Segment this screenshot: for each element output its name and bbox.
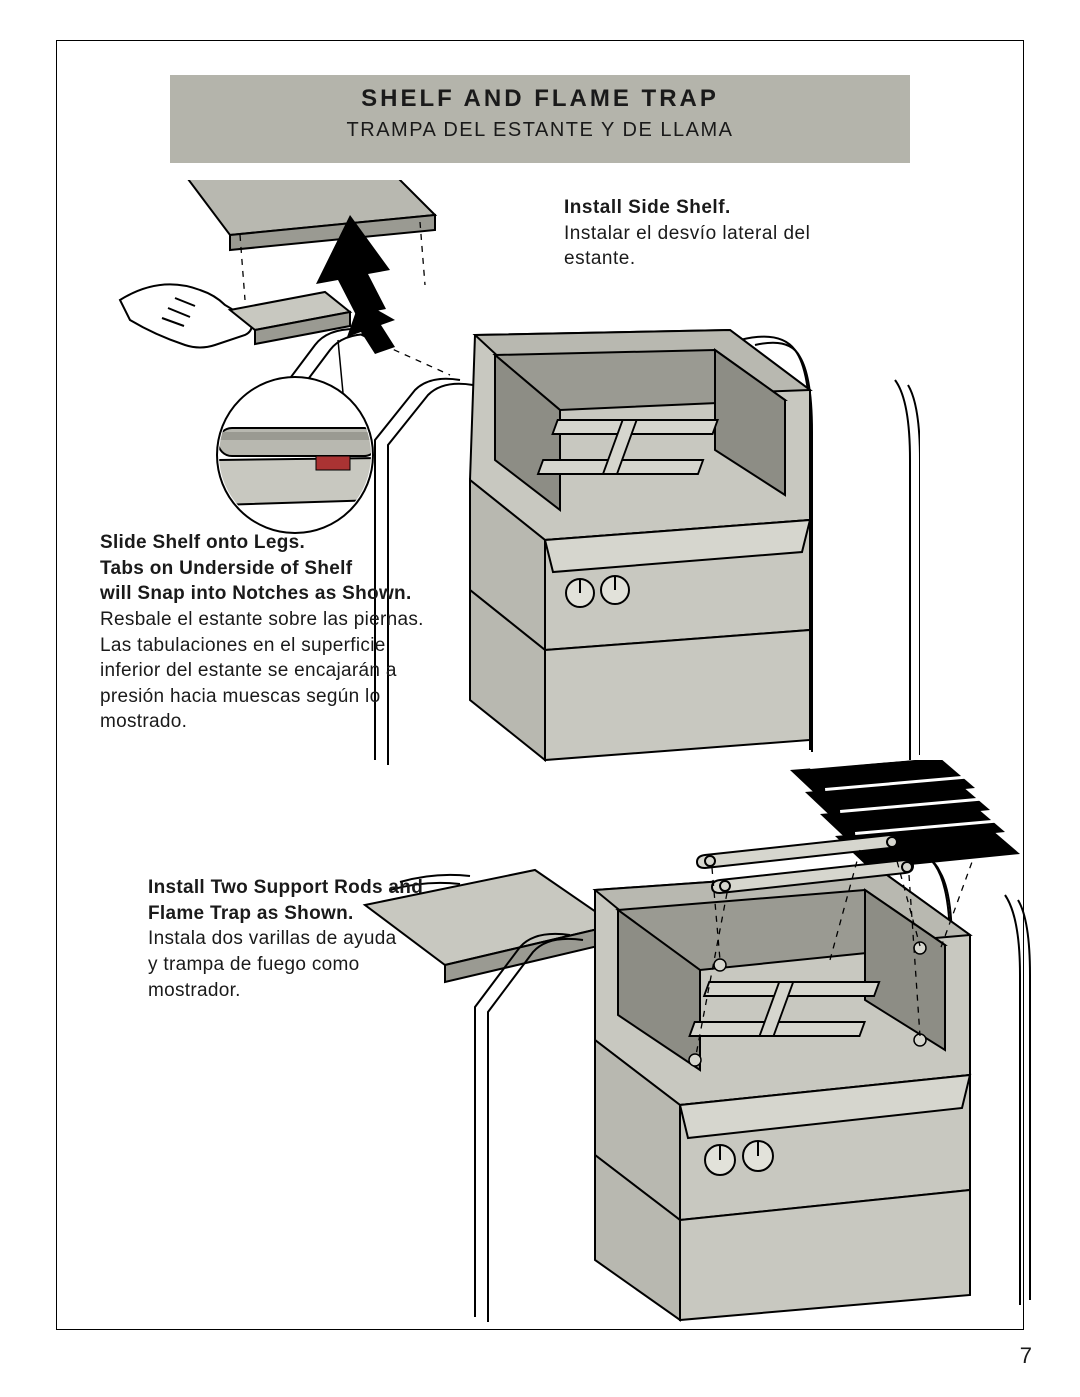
page: Shelf and Flame Trap Trampa del estante … <box>0 0 1080 1397</box>
page-number: 7 <box>1020 1343 1032 1369</box>
step2-es-4: presión hacia muescas según lo <box>100 684 450 710</box>
page-title-en: Shelf and Flame Trap <box>170 85 910 113</box>
step-install-side-shelf: Install Side Shelf. Instalar el desvío l… <box>564 195 864 272</box>
step-slide-shelf: Slide Shelf onto Legs. Tabs on Underside… <box>100 530 450 735</box>
step2-en-3: will Snap into Notches as Shown. <box>100 581 450 607</box>
title-band: Shelf and Flame Trap Trampa del estante … <box>170 75 910 163</box>
step2-es-2: Las tabulaciones en el superficie <box>100 633 450 659</box>
step1-es: Instalar el desvío lateral del estante. <box>564 223 810 270</box>
step3-es-3: mostrador. <box>148 978 468 1004</box>
figure-flame-trap-install <box>360 760 1040 1330</box>
step2-en-2: Tabs on Underside of Shelf <box>100 556 450 582</box>
step2-es-5: mostrado. <box>100 709 450 735</box>
step3-en-2: Flame Trap as Shown. <box>148 901 468 927</box>
step3-en-1: Install Two Support Rods and <box>148 875 468 901</box>
step2-en-1: Slide Shelf onto Legs. <box>100 530 450 556</box>
step3-es-2: y trampa de fuego como <box>148 952 468 978</box>
step2-es-1: Resbale el estante sobre las piernas. <box>100 607 450 633</box>
step2-es-3: inferior del estante se encajarán a <box>100 658 450 684</box>
step3-es-1: Instala dos varillas de ayuda <box>148 926 468 952</box>
step-install-rods-flame-trap: Install Two Support Rods and Flame Trap … <box>148 875 468 1003</box>
step1-en: Install Side Shelf. <box>564 197 731 218</box>
page-title-es: Trampa del estante y de llama <box>170 119 910 142</box>
